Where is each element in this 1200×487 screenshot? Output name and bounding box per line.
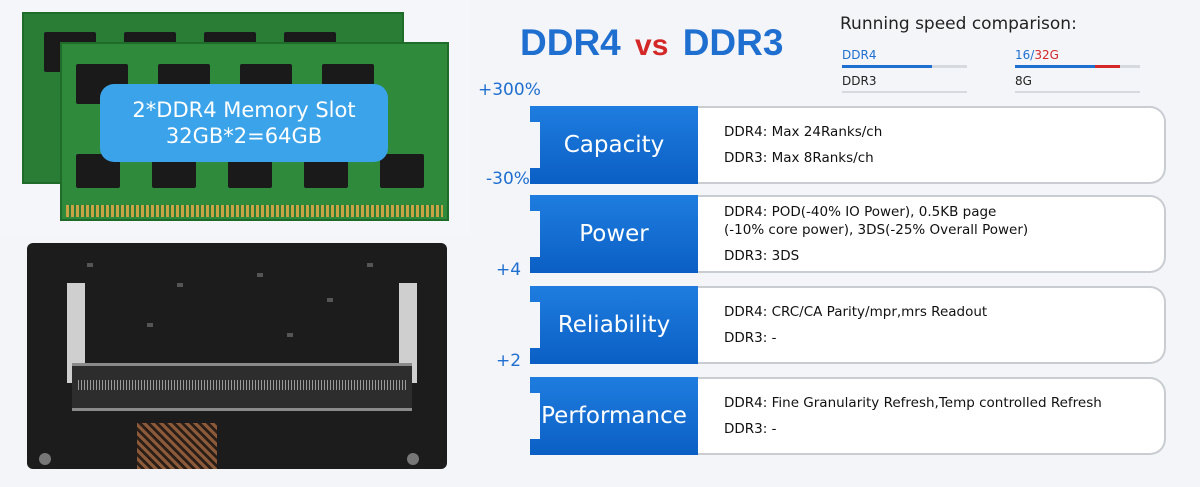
title-ddr3: DDR3: [682, 22, 784, 63]
row-reliability-category: Reliability: [530, 286, 698, 364]
slot-latch-right: [399, 283, 417, 383]
row-reliability-ddr4: DDR4: CRC/CA Parity/mpr,mrs Readout: [724, 304, 988, 320]
speed-8g-label: 8G: [1015, 74, 1032, 88]
capacity-32g: 32G: [1034, 48, 1059, 62]
title-ddr4: DDR4: [520, 22, 621, 63]
row-power-ddr4: DDR4: POD(-40% IO Power), 0.5KB page: [724, 204, 997, 220]
speed-capacity-column: 16/32G 8G: [1015, 48, 1140, 93]
memory-slot-label-line2: 32GB*2=64GB: [165, 124, 323, 148]
row-capacity: +300% Capacity DDR4: Max 24Ranks/ch DDR3…: [478, 80, 1166, 184]
speed-comparison-title: Running speed comparison:: [840, 14, 1077, 34]
row-performance-ddr4: DDR4: Fine Granularity Refresh,Temp cont…: [724, 395, 1102, 411]
memory-slot-label: 2*DDR4 Memory Slot 32GB*2=64GB: [100, 84, 388, 162]
speed-capacity-bar: [1015, 65, 1140, 68]
row-power: -30% Power DDR4: POD(-40% IO Power), 0.5…: [486, 169, 1166, 273]
speed-capacity-bar-fill: [1015, 65, 1095, 68]
row-performance-info: DDR4: Fine Granularity Refresh,Temp cont…: [698, 377, 1166, 455]
row-performance-percent: +2: [496, 351, 522, 371]
row-power-ddr3: DDR3: 3DS: [724, 248, 800, 264]
page-title: DDR4 vs DDR3: [520, 22, 783, 64]
row-reliability-info: DDR4: CRC/CA Parity/mpr,mrs Readout DDR3…: [698, 286, 1166, 364]
row-performance-ddr3: DDR3: -: [724, 421, 777, 437]
speed-8g-bar: [1015, 91, 1140, 93]
row-reliability-percent: +4: [496, 260, 522, 280]
speed-type-column: DDR4 DDR3: [842, 48, 967, 93]
speed-ddr4-label: DDR4: [842, 48, 877, 62]
row-power-info: DDR4: POD(-40% IO Power), 0.5KB page (-1…: [698, 195, 1166, 273]
slot-latch-left: [67, 283, 85, 383]
title-vs: vs: [635, 29, 669, 62]
speed-ddr3-bar: [842, 91, 967, 93]
speed-capacity-bar-red: [1095, 65, 1120, 68]
row-capacity-ddr3: DDR3: Max 8Ranks/ch: [724, 150, 874, 166]
row-capacity-info: DDR4: Max 24Ranks/ch DDR3: Max 8Ranks/ch: [698, 106, 1166, 184]
row-power-percent: -30%: [486, 169, 530, 189]
row-power-ddr4-cont: (-10% core power), 3DS(-25% Overall Powe…: [724, 222, 1029, 238]
speed-ddr3-label: DDR3: [842, 74, 877, 88]
row-reliability-ddr3: DDR3: -: [724, 330, 777, 346]
speed-capacity-label: 16/32G: [1015, 48, 1140, 63]
board-qr-code: [137, 423, 217, 469]
memory-slot: [72, 363, 412, 411]
row-power-category: Power: [530, 195, 698, 273]
row-performance: +2 Performance DDR4: Fine Granularity Re…: [496, 351, 1166, 455]
row-capacity-percent: +300%: [478, 80, 541, 100]
row-capacity-category: Capacity: [530, 106, 698, 184]
memory-slot-label-line1: 2*DDR4 Memory Slot: [132, 98, 356, 122]
capacity-16: 16/: [1015, 48, 1035, 62]
speed-ddr4-bar: [842, 65, 967, 68]
motherboard-image: [27, 243, 447, 469]
speed-ddr4-bar-fill: [842, 65, 932, 68]
row-capacity-ddr4: DDR4: Max 24Ranks/ch: [724, 124, 883, 140]
ram-image: 2*DDR4 Memory Slot 32GB*2=64GB: [0, 0, 470, 235]
row-performance-category: Performance: [530, 377, 698, 455]
row-reliability: +4 Reliability DDR4: CRC/CA Parity/mpr,m…: [496, 260, 1166, 364]
